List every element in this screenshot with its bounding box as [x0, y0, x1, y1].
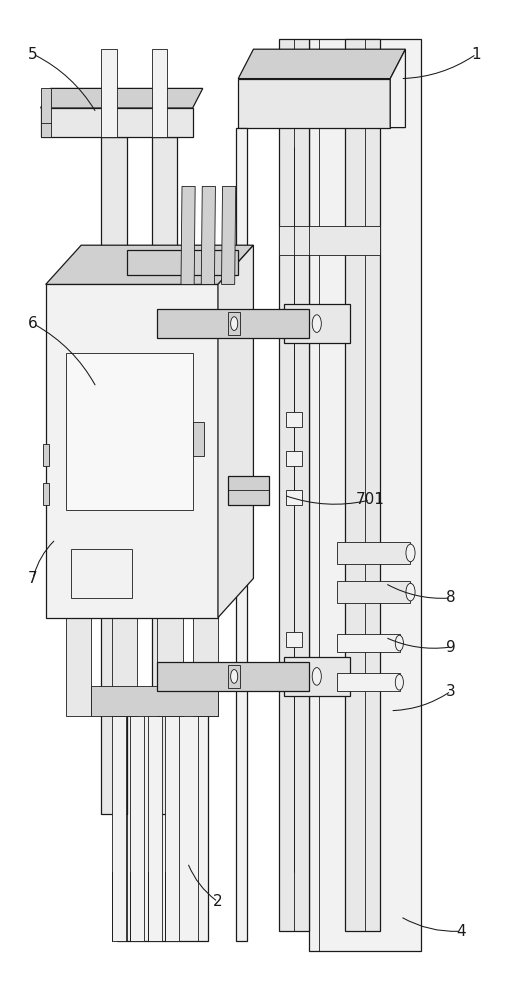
Polygon shape: [337, 673, 400, 691]
Polygon shape: [127, 419, 238, 436]
Text: 701: 701: [356, 492, 385, 508]
Text: 4: 4: [457, 924, 466, 939]
Bar: [43, 444, 49, 466]
Polygon shape: [112, 598, 137, 716]
Bar: [286, 490, 301, 505]
Polygon shape: [390, 49, 405, 128]
Circle shape: [396, 674, 403, 690]
Circle shape: [120, 347, 129, 363]
Polygon shape: [337, 542, 410, 564]
Polygon shape: [112, 706, 126, 941]
Bar: [71, 549, 132, 598]
Polygon shape: [152, 49, 168, 137]
Bar: [193, 422, 204, 456]
Circle shape: [312, 315, 322, 332]
Circle shape: [312, 668, 322, 685]
Polygon shape: [228, 476, 269, 505]
Circle shape: [231, 670, 238, 683]
Polygon shape: [130, 706, 144, 941]
Polygon shape: [309, 39, 421, 951]
Polygon shape: [218, 245, 253, 618]
Circle shape: [406, 583, 415, 601]
Bar: [286, 412, 301, 426]
Bar: [94, 379, 102, 407]
Bar: [66, 353, 193, 510]
Polygon shape: [284, 304, 349, 343]
Polygon shape: [193, 598, 218, 716]
Polygon shape: [127, 458, 238, 476]
Polygon shape: [101, 49, 117, 137]
Text: 3: 3: [446, 684, 456, 699]
Polygon shape: [236, 128, 247, 941]
Polygon shape: [127, 250, 238, 275]
Bar: [286, 632, 301, 647]
Circle shape: [396, 635, 403, 651]
Polygon shape: [165, 706, 179, 941]
Text: 2: 2: [213, 894, 223, 909]
Polygon shape: [45, 245, 253, 284]
Polygon shape: [127, 379, 238, 397]
Polygon shape: [279, 226, 380, 255]
Polygon shape: [181, 186, 195, 284]
Polygon shape: [152, 137, 177, 814]
Polygon shape: [45, 284, 218, 618]
Bar: [43, 483, 49, 505]
Polygon shape: [221, 186, 236, 284]
Polygon shape: [157, 309, 309, 338]
Polygon shape: [157, 598, 183, 716]
Polygon shape: [101, 137, 127, 814]
Text: 8: 8: [446, 590, 456, 605]
Circle shape: [120, 389, 129, 405]
Polygon shape: [345, 39, 380, 931]
Text: 7: 7: [28, 571, 38, 586]
Polygon shape: [284, 657, 349, 696]
Polygon shape: [41, 108, 193, 137]
Polygon shape: [201, 186, 216, 284]
Bar: [286, 672, 301, 686]
Bar: [228, 312, 240, 335]
Polygon shape: [92, 686, 218, 716]
Bar: [94, 419, 102, 446]
Polygon shape: [41, 88, 51, 137]
Polygon shape: [337, 581, 410, 603]
Bar: [94, 331, 102, 363]
Text: 1: 1: [472, 47, 481, 62]
Polygon shape: [147, 706, 162, 941]
Bar: [228, 665, 240, 688]
Text: 6: 6: [28, 316, 38, 331]
Polygon shape: [66, 598, 92, 716]
Text: 9: 9: [446, 640, 456, 654]
Circle shape: [406, 544, 415, 562]
Text: 5: 5: [28, 47, 38, 62]
Polygon shape: [157, 662, 309, 691]
Polygon shape: [337, 634, 400, 652]
Polygon shape: [117, 706, 208, 941]
Bar: [286, 451, 301, 466]
Circle shape: [231, 317, 238, 330]
Polygon shape: [238, 49, 405, 79]
Polygon shape: [41, 88, 203, 108]
Polygon shape: [238, 79, 390, 128]
Polygon shape: [279, 39, 309, 931]
